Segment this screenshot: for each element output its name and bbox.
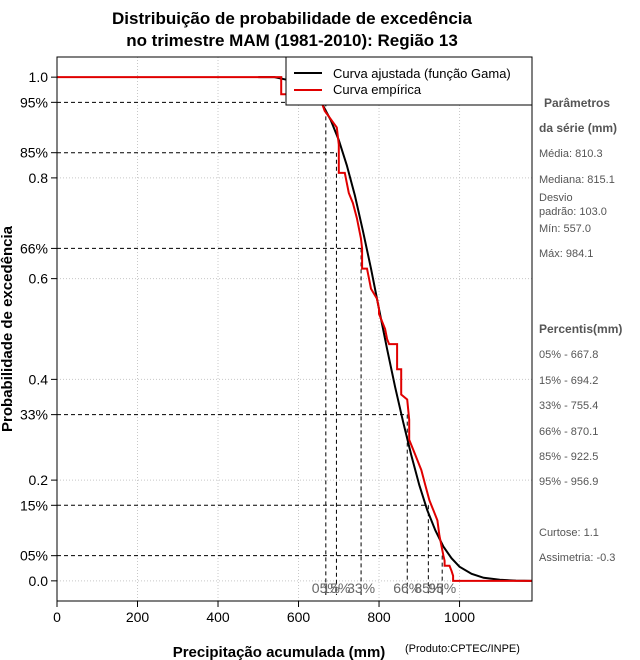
- stat-desvio-2: padrão: 103.0: [539, 206, 607, 218]
- stat-p05: 05% - 667.8: [539, 349, 598, 361]
- y-tick-label: 85%: [20, 145, 48, 161]
- grid: [56, 57, 532, 601]
- stats-panel: Parâmetros da série (mm) Média: 810.3 Me…: [539, 96, 622, 564]
- x-tick-label: 600: [287, 609, 311, 625]
- x-tick-label: 200: [126, 609, 150, 625]
- y-tick-label: 0.4: [29, 371, 49, 387]
- stat-p15: 15% - 694.2: [539, 375, 598, 387]
- y-tick-label: 0.6: [29, 271, 49, 287]
- y-tick-label: 05%: [20, 548, 48, 564]
- stat-p95: 95% - 956.9: [539, 476, 598, 488]
- chart-title-line2: no trimestre MAM (1981-2010): Região 13: [126, 31, 458, 50]
- x-axis: 0 200 400 600 800 1000: [53, 601, 475, 625]
- credit-label: (Produto:CPTEC/INPE): [405, 643, 520, 655]
- percentile-labels: 05%15%33% 66%85%95%: [312, 580, 456, 596]
- y-tick-label: 1.0: [29, 69, 49, 85]
- x-tick-label: 400: [206, 609, 230, 625]
- stat-desvio-1: Desvio: [539, 192, 573, 204]
- x-tick-label: 1000: [444, 609, 475, 625]
- percentile-label: 85%: [414, 580, 442, 596]
- stat-p33: 33% - 755.4: [539, 400, 598, 412]
- y-tick-label: 95%: [20, 94, 48, 110]
- percentile-label: 05%: [312, 580, 340, 596]
- y-tick-label: 0.2: [29, 472, 49, 488]
- stat-media: Média: 810.3: [539, 148, 603, 160]
- stat-p85: 85% - 922.5: [539, 451, 598, 463]
- percentile-label: 66%: [393, 580, 421, 596]
- percentile-guides: [57, 101, 443, 595]
- legend-box: [285, 56, 533, 106]
- y-tick-label: 15%: [20, 497, 48, 513]
- y-tick-label: 0.0: [29, 573, 49, 589]
- percentis-heading: Percentis(mm): [539, 322, 622, 336]
- y-axis-label: Probabilidade de excedência: [0, 225, 16, 432]
- y-tick-label: 33%: [20, 407, 48, 423]
- x-tick-label: 800: [367, 609, 391, 625]
- legend: Curva ajustada (função Gama) Curva empír…: [285, 56, 533, 106]
- y-tick-label: 66%: [20, 240, 48, 256]
- percentile-label: 33%: [347, 580, 375, 596]
- stat-assimetria: Assimetria: -0.3: [539, 552, 615, 564]
- x-tick-label: 0: [53, 609, 61, 625]
- legend-label-empirical: Curva empírica: [333, 82, 422, 97]
- params-heading-1: Parâmetros: [544, 96, 610, 110]
- y-tick-label: 0.8: [29, 170, 49, 186]
- stat-mediana: Mediana: 815.1: [539, 174, 615, 186]
- stat-p66: 66% - 870.1: [539, 426, 598, 438]
- stat-min: Mín: 557.0: [539, 223, 591, 235]
- y-axis: 0.0 05% 15% 0.2 33% 0.4 0.6 66% 0.8 85% 95% 1.0: [20, 69, 57, 589]
- plot-frame: [56, 56, 533, 602]
- empirical-curve: [57, 76, 532, 582]
- percentile-label: 95%: [428, 580, 456, 596]
- x-axis-label: Precipitação acumulada (mm): [173, 644, 386, 660]
- percentile-label: 15%: [322, 580, 350, 596]
- chart-title-line1: Distribuição de probabilidade de excedên…: [112, 9, 472, 28]
- params-heading-2: da série (mm): [539, 121, 617, 135]
- stat-max: Máx: 984.1: [539, 248, 593, 260]
- stat-curtose: Curtose: 1.1: [539, 527, 599, 539]
- legend-label-fitted: Curva ajustada (função Gama): [333, 66, 511, 81]
